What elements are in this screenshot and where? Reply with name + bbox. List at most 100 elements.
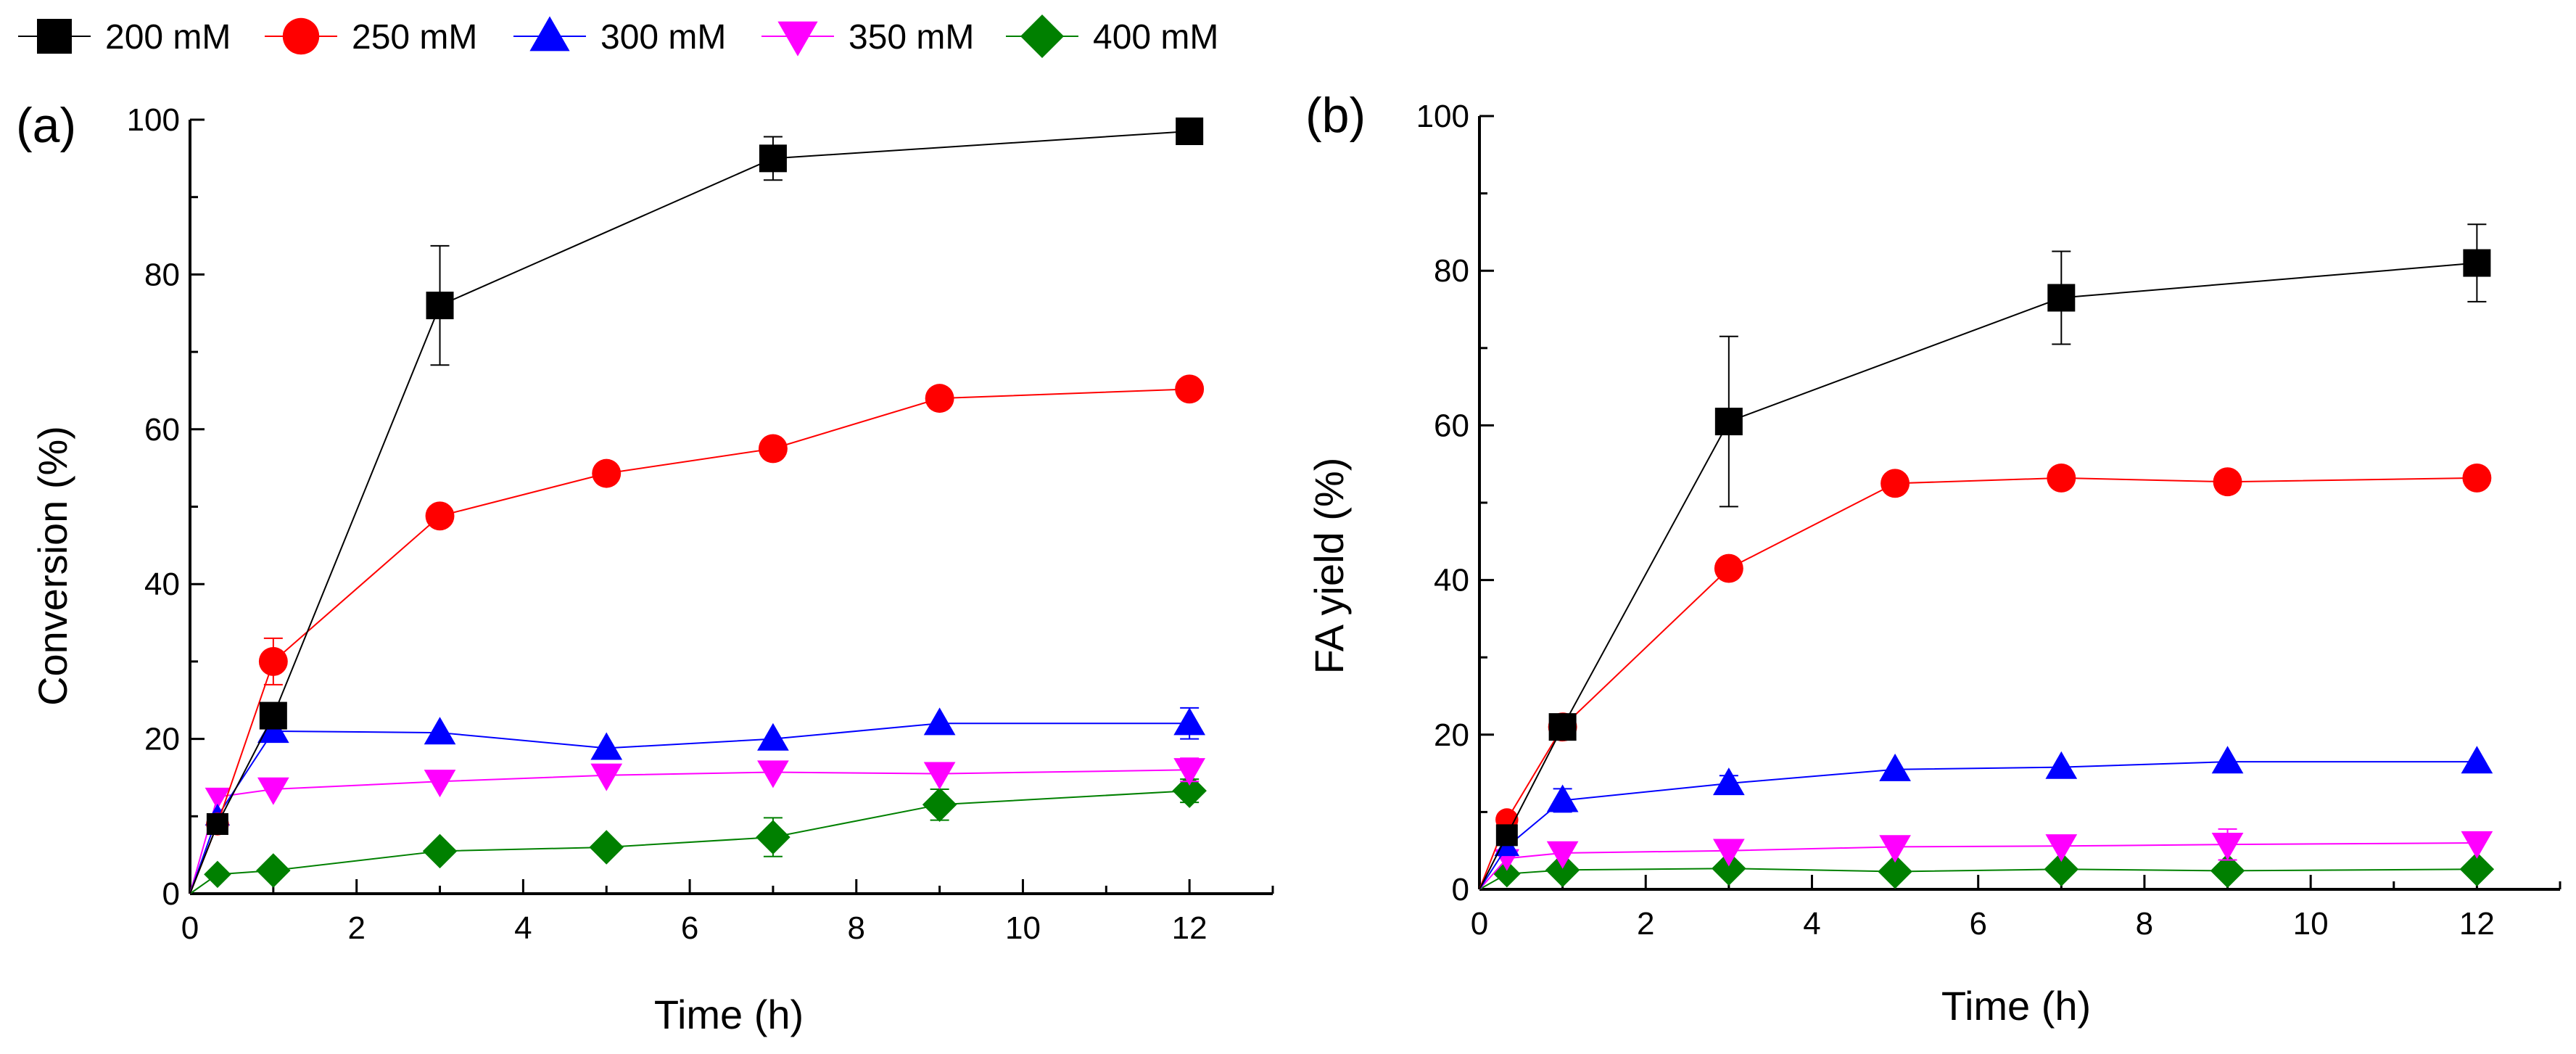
data-point — [1546, 784, 1579, 812]
data-point — [2459, 852, 2495, 887]
data-point — [425, 501, 455, 531]
data-point — [590, 763, 623, 791]
data-point — [424, 770, 456, 798]
x-tick-label: 10 — [2293, 906, 2329, 942]
data-point — [1176, 118, 1204, 146]
data-point — [1878, 854, 1912, 889]
series-line — [1479, 842, 2477, 890]
data-point — [1712, 839, 1745, 867]
data-point — [256, 853, 291, 888]
data-point — [758, 434, 788, 464]
series-line — [1479, 262, 2477, 890]
data-point — [1879, 753, 1911, 781]
x-tick-label: 8 — [848, 910, 865, 946]
y-tick-label: 60 — [144, 412, 180, 448]
data-point — [1712, 767, 1745, 796]
series-350-mM — [1479, 828, 2493, 890]
data-point — [923, 762, 956, 790]
data-point — [1546, 841, 1579, 869]
y-tick-label: 60 — [1434, 408, 1469, 443]
series-line — [189, 769, 1190, 894]
legend-label: 350 mM — [849, 18, 974, 57]
series-200-mM — [1479, 223, 2491, 890]
series-400-mM — [1479, 851, 2495, 890]
data-point — [205, 787, 231, 810]
data-point — [2047, 284, 2076, 312]
series-line — [189, 790, 1190, 894]
data-point — [206, 812, 228, 835]
data-point — [2045, 751, 2078, 779]
data-point — [2461, 831, 2493, 859]
data-point — [2045, 834, 2078, 862]
data-point — [2211, 746, 2244, 774]
y-tick-label: 100 — [127, 102, 180, 138]
series-400-mM — [189, 773, 1207, 894]
legend-label: 200 mM — [105, 18, 231, 57]
data-point — [1714, 408, 1743, 436]
data-point — [2211, 833, 2244, 861]
data-point — [590, 732, 623, 760]
series-250-mM — [189, 374, 1205, 894]
data-point — [2213, 467, 2242, 497]
data-point — [1495, 824, 1518, 847]
x-tick-label: 4 — [514, 910, 532, 946]
series-200-mM — [189, 118, 1204, 894]
x-tick-label: 6 — [681, 910, 698, 946]
x-tick-label: 0 — [181, 910, 199, 946]
data-point — [2462, 463, 2492, 493]
x-tick-label: 8 — [2136, 906, 2153, 942]
legend: 200 mM 250 mM 300 mM 350 mM 400 mM — [18, 15, 1218, 58]
data-point — [1548, 713, 1577, 741]
panel-a-xlabel: Time (h) — [654, 992, 804, 1037]
legend-marker-triangle-down — [777, 21, 818, 57]
data-point — [589, 830, 624, 865]
legend-marker-square — [37, 19, 72, 54]
data-point — [1881, 469, 1910, 498]
x-tick-label: 6 — [1969, 906, 1986, 942]
panel-a-label: (a) — [16, 98, 76, 153]
y-tick-label: 40 — [144, 567, 180, 602]
x-tick-label: 4 — [1803, 906, 1820, 942]
panel-b-chart: (b) Time (h) FA yield (%) 0 2 4 6 8 10 12 0 20 40… — [1305, 88, 2561, 1029]
data-point — [1714, 553, 1743, 583]
legend-entry: 400 mM — [1006, 15, 1218, 58]
data-point — [923, 707, 956, 736]
series-line — [189, 131, 1190, 894]
legend-entry: 200 mM — [18, 18, 231, 57]
panel-b-label: (b) — [1305, 88, 1366, 143]
y-tick-label: 80 — [1434, 253, 1469, 289]
legend-label: 250 mM — [352, 18, 477, 57]
y-tick-label: 0 — [162, 876, 180, 912]
data-point — [424, 717, 456, 745]
panel-a-chart: (a) Time (h) Conversion (%) 0 2 4 6 8 10 12 0 20… — [16, 98, 1274, 1037]
series-350-mM — [189, 757, 1206, 894]
series-line — [1479, 477, 2477, 890]
y-tick-label: 40 — [1434, 563, 1469, 598]
legend-entry: 350 mM — [761, 18, 974, 57]
y-tick-label: 0 — [1452, 872, 1469, 907]
series-line — [189, 388, 1190, 894]
legend-entry: 300 mM — [513, 16, 726, 57]
data-point — [1545, 852, 1580, 888]
y-tick-label: 80 — [144, 257, 180, 292]
y-tick-label: 100 — [1416, 99, 1469, 134]
panel-b-ylabel: FA yield (%) — [1306, 458, 1352, 675]
data-point — [2047, 463, 2076, 493]
series-300-mM — [189, 707, 1206, 894]
data-point — [592, 458, 622, 488]
data-point — [2463, 249, 2491, 277]
data-point — [1173, 758, 1206, 786]
x-tick-label: 2 — [1637, 906, 1654, 942]
series-250-mM — [1479, 463, 2492, 890]
panel-a-ylabel: Conversion (%) — [30, 426, 75, 706]
y-tick-label: 20 — [1434, 717, 1469, 753]
legend-marker-diamond — [1020, 15, 1064, 58]
x-tick-label: 12 — [2459, 906, 2495, 942]
series-300-mM — [1479, 746, 2493, 890]
data-point — [925, 384, 954, 413]
data-point — [757, 760, 789, 789]
data-point — [1879, 835, 1911, 863]
legend-label: 400 mM — [1093, 18, 1218, 57]
panel-b-xlabel: Time (h) — [1941, 983, 2091, 1029]
data-point — [258, 646, 288, 676]
